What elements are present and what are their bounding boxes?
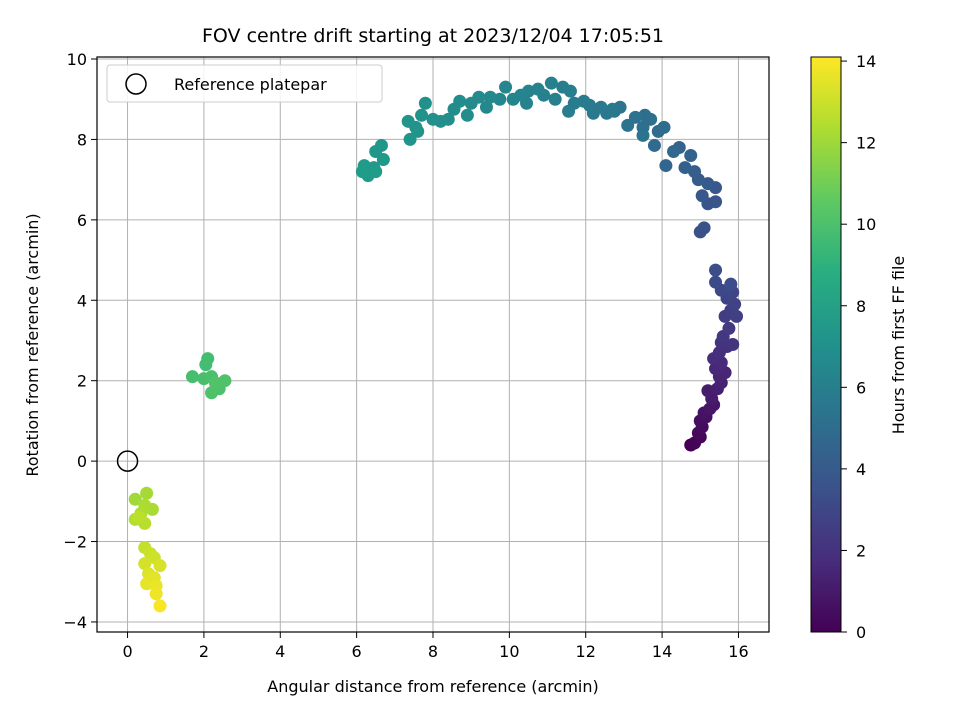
legend: Reference platepar (106, 64, 383, 103)
colorbar-tick-label: 14 (856, 52, 876, 71)
data-point (140, 486, 154, 500)
data-point (355, 165, 369, 179)
data-point (636, 128, 650, 142)
data-point (724, 277, 738, 291)
x-axis-ticks: 0 2 4 6 8 10 12 14 16 (122, 632, 749, 661)
data-point (447, 102, 461, 116)
data-point (678, 161, 692, 175)
data-point (411, 124, 425, 138)
data-point (621, 118, 635, 132)
y-tick-label: −4 (63, 613, 87, 632)
y-axis-label: Rotation from reference (arcmin) (23, 213, 42, 476)
data-point (544, 76, 558, 90)
colorbar-label: Hours from first FF file (889, 256, 908, 435)
colorbar-tick-label: 8 (856, 297, 866, 316)
x-tick-label: 0 (122, 642, 132, 661)
data-point (647, 138, 661, 152)
data-point (460, 108, 474, 122)
x-tick-label: 2 (199, 642, 209, 661)
data-point (464, 96, 478, 110)
data-point (138, 557, 152, 571)
data-point (205, 386, 219, 400)
legend-box (106, 64, 383, 103)
data-point (709, 275, 723, 289)
grid-lines (97, 57, 769, 632)
chart-title: FOV centre drift starting at 2023/12/04 … (202, 25, 664, 47)
data-point (185, 370, 199, 384)
data-point (730, 309, 744, 323)
colorbar-tick-label: 2 (856, 541, 866, 560)
data-point (548, 92, 562, 106)
data-point (483, 90, 497, 104)
data-point (499, 80, 513, 94)
data-point (659, 159, 673, 173)
data-point (149, 587, 163, 601)
colorbar-tick-label: 12 (856, 134, 876, 153)
data-point (562, 104, 576, 118)
y-axis-ticks: −4 −2 0 2 4 6 8 10 (63, 50, 97, 632)
data-point (684, 149, 698, 163)
data-point (695, 189, 709, 203)
reference-marker (116, 450, 139, 472)
legend-label: Reference platepar (174, 75, 327, 94)
colorbar-tick-label: 6 (856, 378, 866, 397)
data-point (401, 114, 415, 128)
reference-platepar-point (116, 450, 139, 472)
y-tick-label: 8 (77, 130, 87, 149)
data-point (201, 352, 215, 366)
colorbar (810, 56, 842, 633)
data-point (726, 338, 740, 351)
x-tick-label: 12 (576, 642, 596, 661)
data-point (153, 559, 167, 573)
data-point (376, 153, 390, 167)
y-tick-label: 0 (77, 452, 87, 471)
data-point (605, 102, 619, 116)
data-point (479, 100, 493, 114)
y-tick-label: 6 (77, 211, 87, 230)
y-tick-label: 4 (77, 291, 87, 310)
data-point (709, 195, 723, 209)
data-point (657, 120, 671, 134)
x-tick-label: 4 (275, 642, 285, 661)
colorbar-tick-label: 0 (856, 623, 866, 642)
data-point (697, 221, 711, 235)
data-point (128, 492, 142, 506)
data-point (722, 321, 736, 335)
x-axis-label: Angular distance from reference (arcmin) (267, 677, 598, 696)
data-point (415, 108, 429, 122)
data-point (556, 80, 570, 94)
colorbar-ticks: 0 2 4 6 8 10 12 14 (841, 52, 876, 642)
data-point (667, 144, 681, 158)
x-tick-label: 14 (652, 642, 672, 661)
scatter-points (128, 76, 744, 613)
colorbar-tick-label: 10 (856, 215, 876, 234)
data-point (132, 510, 146, 524)
data-point (208, 376, 222, 390)
y-tick-label: 10 (67, 50, 87, 69)
data-point (709, 263, 723, 277)
data-point (426, 112, 440, 126)
data-point (153, 599, 167, 613)
x-tick-label: 10 (499, 642, 519, 661)
data-point (369, 165, 383, 179)
colorbar-tick-label: 4 (856, 460, 866, 479)
x-tick-label: 8 (428, 642, 438, 661)
x-tick-label: 16 (728, 642, 748, 661)
data-point (506, 92, 520, 106)
legend-marker (125, 73, 147, 95)
y-tick-label: −2 (63, 533, 87, 552)
y-tick-label: 2 (77, 372, 87, 391)
data-point (418, 96, 432, 110)
x-tick-label: 6 (352, 642, 362, 661)
